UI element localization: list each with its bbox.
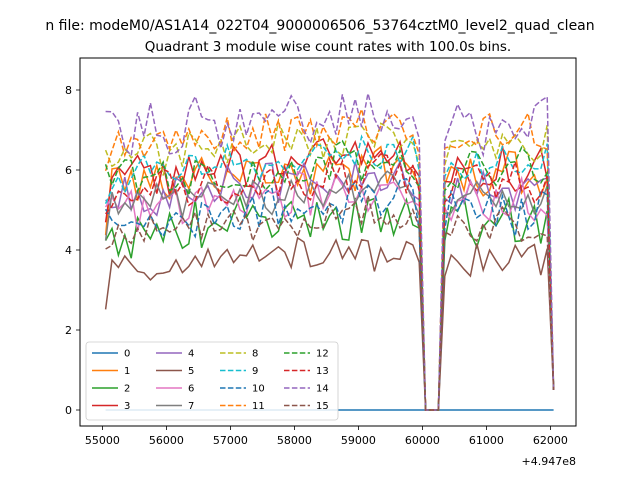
x-tick-label: 56000: [149, 434, 184, 447]
x-tick-label: 61000: [469, 434, 504, 447]
series-line-12: [104, 139, 555, 411]
x-tick-label: 57000: [213, 434, 248, 447]
x-tick-label: 55000: [85, 434, 120, 447]
legend-label-7: 7: [188, 401, 194, 412]
legend-label-2: 2: [124, 384, 130, 395]
x-tick-label: 59000: [341, 434, 376, 447]
legend-label-5: 5: [188, 366, 194, 377]
legend-label-11: 11: [252, 401, 265, 412]
legend-label-14: 14: [316, 384, 329, 395]
series-line-7: [104, 170, 555, 411]
legend-label-10: 10: [252, 384, 265, 395]
chart-title: Quadrant 3 module wise count rates with …: [145, 39, 511, 55]
legend-label-3: 3: [124, 401, 130, 412]
legend-label-6: 6: [188, 384, 194, 395]
series-line-8: [104, 119, 555, 411]
series-line-13: [105, 153, 555, 411]
figure-suptitle: n file: modeM0/AS1A14_022T04_9000006506_…: [45, 18, 594, 34]
series-line-2: [104, 194, 555, 411]
series-line-14: [105, 93, 555, 411]
x-tick-label: 58000: [277, 434, 312, 447]
series-line-6: [104, 170, 555, 411]
x-axis: 55000 56000 57000 58000 59000 60000 61000 62000: [85, 426, 568, 447]
legend-label-1: 1: [124, 366, 130, 377]
series-line-9: [104, 134, 555, 411]
axes-frame: [79, 57, 577, 427]
series-line-15: [105, 195, 555, 411]
series-line-11: [104, 106, 555, 411]
legend-label-12: 12: [316, 349, 329, 360]
legend-label-15: 15: [316, 401, 329, 412]
y-tick-label: 6: [65, 164, 72, 177]
y-tick-label: 4: [65, 244, 72, 257]
y-tick-label: 0: [65, 404, 72, 417]
y-tick-label: 2: [65, 324, 72, 337]
legend-label-13: 13: [316, 366, 329, 377]
legend-label-8: 8: [252, 349, 258, 360]
x-offset-text: +4.947e8: [522, 455, 576, 468]
plot-lines: [104, 93, 555, 411]
series-line-5: [104, 236, 555, 411]
legend-label-4: 4: [188, 349, 194, 360]
y-tick-label: 8: [65, 84, 72, 97]
y-axis: 0 2 4 6 8: [65, 84, 80, 417]
x-tick-label: 62000: [533, 434, 568, 447]
x-tick-label: 60000: [405, 434, 440, 447]
legend-label-0: 0: [124, 349, 130, 360]
legend-box: [85, 341, 339, 421]
legend-label-9: 9: [252, 366, 258, 377]
